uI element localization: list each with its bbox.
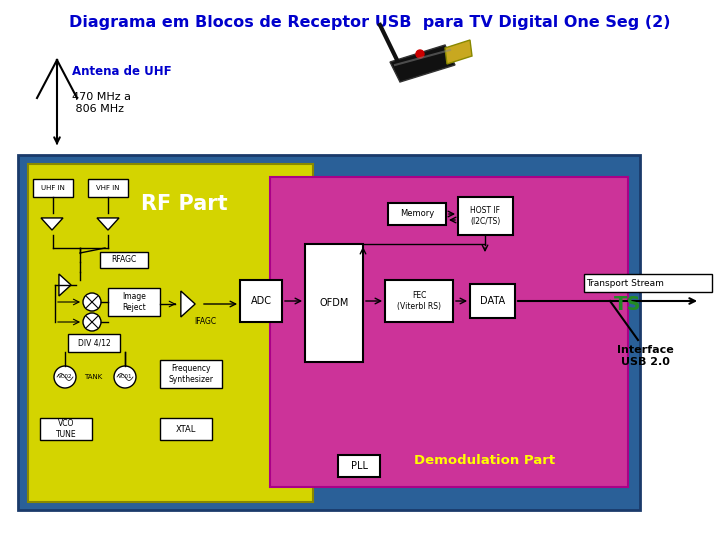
- Bar: [160, 418, 212, 440]
- Bar: [470, 284, 515, 318]
- Bar: [108, 288, 160, 316]
- Text: FEC
(Viterbl RS): FEC (Viterbl RS): [397, 291, 441, 310]
- Bar: [68, 334, 120, 352]
- Text: UHF IN: UHF IN: [41, 185, 65, 191]
- Text: OFDM: OFDM: [319, 298, 348, 308]
- Bar: [385, 280, 453, 322]
- Text: Interface
USB 2.0: Interface USB 2.0: [616, 345, 673, 367]
- Text: DATA: DATA: [480, 296, 505, 306]
- Bar: [40, 418, 92, 440]
- Bar: [388, 203, 446, 225]
- Text: Diagrama em Blocos de Receptor USB  para TV Digital One Seg (2): Diagrama em Blocos de Receptor USB para …: [69, 15, 671, 30]
- Bar: [240, 280, 282, 322]
- Text: Antena de UHF: Antena de UHF: [72, 65, 171, 78]
- Text: IFAGC: IFAGC: [194, 318, 216, 327]
- Text: Image
Reject: Image Reject: [122, 292, 146, 312]
- Text: RF Part: RF Part: [141, 194, 228, 214]
- Text: Frequency
Synthesizer: Frequency Synthesizer: [168, 364, 214, 384]
- Circle shape: [114, 366, 136, 388]
- Polygon shape: [41, 218, 63, 230]
- Text: TANK: TANK: [84, 374, 102, 380]
- Bar: [338, 455, 380, 477]
- Text: 470 MHz a
 806 MHz: 470 MHz a 806 MHz: [72, 92, 131, 113]
- Bar: [33, 179, 73, 197]
- Polygon shape: [97, 218, 119, 230]
- Text: VHF IN: VHF IN: [96, 185, 120, 191]
- Polygon shape: [181, 291, 195, 317]
- Bar: [18, 155, 640, 510]
- Text: Transport Stream: Transport Stream: [586, 279, 664, 287]
- Circle shape: [83, 293, 101, 311]
- Text: PLL: PLL: [351, 461, 367, 471]
- Text: TS: TS: [614, 295, 642, 314]
- Circle shape: [83, 313, 101, 331]
- Circle shape: [54, 366, 76, 388]
- Text: Memory: Memory: [400, 210, 434, 219]
- Text: DIV 4/12: DIV 4/12: [78, 339, 110, 348]
- Bar: [305, 244, 363, 362]
- Bar: [270, 177, 628, 487]
- Bar: [100, 252, 148, 268]
- Bar: [28, 164, 313, 502]
- Text: VCO
TUNE: VCO TUNE: [55, 419, 76, 438]
- Text: RFAGC: RFAGC: [112, 255, 137, 265]
- Text: Demodulation Part: Demodulation Part: [414, 454, 555, 467]
- Text: VC01: VC01: [118, 375, 132, 380]
- Polygon shape: [59, 274, 71, 296]
- Circle shape: [416, 50, 424, 58]
- Bar: [458, 197, 513, 235]
- Text: VC02: VC02: [58, 375, 72, 380]
- Bar: [160, 360, 222, 388]
- Text: XTAL: XTAL: [176, 424, 196, 434]
- Polygon shape: [390, 45, 455, 82]
- Text: HOST IF
(I2C/TS): HOST IF (I2C/TS): [470, 206, 500, 226]
- Bar: [88, 179, 128, 197]
- Text: ADC: ADC: [251, 296, 271, 306]
- Polygon shape: [445, 40, 472, 64]
- Bar: [584, 274, 712, 292]
